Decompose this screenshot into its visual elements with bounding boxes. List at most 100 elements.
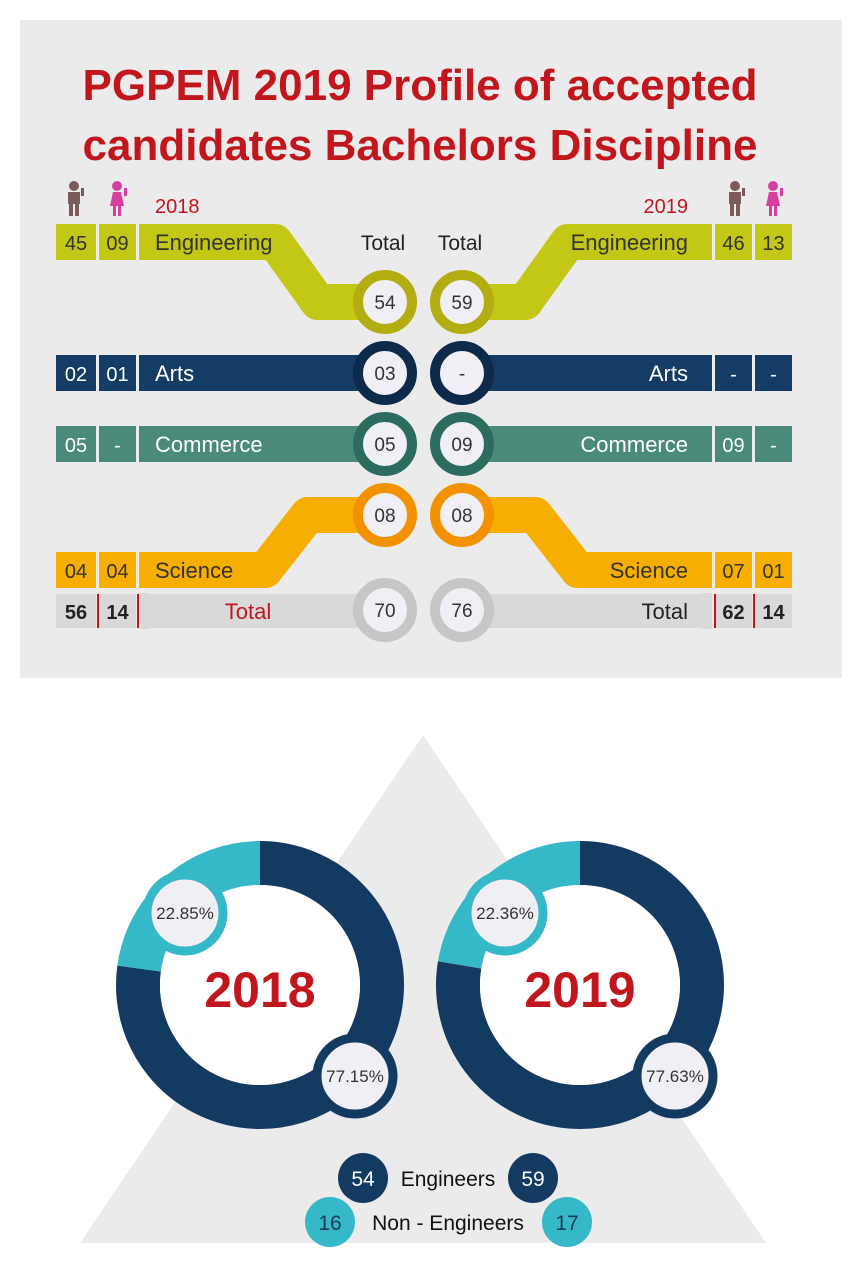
legend-value-2018: 16 xyxy=(318,1212,341,1235)
legend-value-2018: 54 xyxy=(351,1168,375,1191)
engineers-slice xyxy=(116,841,404,1129)
female-count-box xyxy=(755,355,792,391)
female-count-box xyxy=(99,224,136,260)
donut-hole xyxy=(480,885,680,1085)
title-line-2: candidates Bachelors Discipline xyxy=(83,121,758,170)
band-end xyxy=(139,355,149,391)
band-end xyxy=(702,355,712,391)
female-count: 04 xyxy=(106,561,128,583)
discipline-label: Engineering xyxy=(155,230,272,255)
total-value: 54 xyxy=(374,293,396,314)
legend-bubble-2019 xyxy=(542,1197,592,1247)
band-end xyxy=(702,426,712,462)
total-circle xyxy=(353,412,417,476)
male-count-box xyxy=(56,594,96,628)
total-header-2019: Total xyxy=(438,232,482,255)
engineers-percent: 77.63% xyxy=(646,1067,704,1086)
discipline-label: Arts xyxy=(155,361,194,386)
divider xyxy=(714,594,716,628)
female-count: 09 xyxy=(106,233,128,255)
total-circle xyxy=(430,483,494,547)
male-count-box xyxy=(56,224,96,260)
male-count: 05 xyxy=(65,435,87,457)
male-count-box xyxy=(715,355,752,391)
male-count: 02 xyxy=(65,364,87,386)
male-person-icon-body xyxy=(68,192,80,216)
engineers-bubble xyxy=(632,1033,718,1119)
total-value: 03 xyxy=(374,364,395,385)
male-count: 45 xyxy=(65,233,87,255)
total-value: 59 xyxy=(451,293,472,314)
legend-bubble-2018 xyxy=(338,1153,388,1203)
row-science-2019: 07 01 Science 08 xyxy=(430,483,792,588)
category-band xyxy=(139,497,385,588)
engineers-slice xyxy=(436,841,724,1129)
male-count: 07 xyxy=(722,561,744,583)
legend-value-2019: 17 xyxy=(555,1212,578,1235)
female-count-box xyxy=(755,426,792,462)
male-person-icon-arm xyxy=(742,188,745,196)
male-person-icon-head xyxy=(730,181,740,191)
male-count: 09 xyxy=(722,435,744,457)
donut-year-label: 2019 xyxy=(524,962,635,1018)
row-engineering-2018: 45 09 Engineering 54 xyxy=(56,224,417,334)
female-count: - xyxy=(114,435,121,457)
total-value: - xyxy=(459,364,465,385)
non-engineers-percent: 22.85% xyxy=(156,904,214,923)
female-person-icon-body xyxy=(110,192,124,216)
non-engineers-bubble xyxy=(462,870,548,956)
discipline-label: Commerce xyxy=(155,432,263,457)
background-triangle xyxy=(80,735,766,1243)
male-count-box xyxy=(56,552,96,588)
category-band xyxy=(139,224,385,320)
non-engineers-percent: 22.36% xyxy=(476,904,534,923)
category-band xyxy=(462,497,712,588)
total-circle xyxy=(353,341,417,405)
female-person-icon xyxy=(110,181,127,216)
band-end xyxy=(702,552,712,588)
donut-2018: 2018 22.85% 77.15% xyxy=(116,841,404,1129)
female-person-icon-head xyxy=(768,181,778,191)
band-end xyxy=(702,593,712,629)
male-count: 46 xyxy=(722,233,744,255)
row-engineering-2019: 46 13 Engineering 59 xyxy=(430,224,792,334)
female-person-icon-arm xyxy=(780,188,783,196)
total-value: 08 xyxy=(451,506,472,527)
discipline-label: Total xyxy=(225,599,271,624)
total-circle xyxy=(430,578,494,642)
donut-legend: 54 59 Engineers 16 17 Non - Engineers xyxy=(305,1153,592,1247)
male-person-icon xyxy=(729,181,745,216)
male-count-box xyxy=(56,426,96,462)
female-person-icon-body xyxy=(766,192,780,216)
donut-hole xyxy=(160,885,360,1085)
total-value: 05 xyxy=(374,435,395,456)
male-count: 56 xyxy=(65,602,87,624)
band-end xyxy=(702,224,712,260)
male-count-box xyxy=(56,355,96,391)
female-count: 01 xyxy=(762,561,784,583)
male-count-box xyxy=(715,594,752,628)
discipline-label: Commerce xyxy=(580,432,688,457)
donut-year-label: 2018 xyxy=(204,962,315,1018)
engineers-percent: 77.15% xyxy=(326,1067,384,1086)
band-end xyxy=(139,593,149,629)
female-count-box xyxy=(99,426,136,462)
discipline-label: Science xyxy=(610,558,688,583)
female-person-icon xyxy=(766,181,783,216)
row-science-2018: 04 04 Science 08 xyxy=(56,483,417,588)
total-circle xyxy=(430,270,494,334)
male-person-icon-arm xyxy=(81,188,84,196)
donut-2019: 2019 22.36% 77.63% xyxy=(436,841,724,1129)
female-count-box xyxy=(755,552,792,588)
female-count: 14 xyxy=(762,602,785,624)
year-label-2019: 2019 xyxy=(644,196,689,218)
band-end xyxy=(139,426,149,462)
male-count-box xyxy=(715,426,752,462)
row-commerce-2019: 09 - Commerce 09 xyxy=(430,412,792,476)
total-circle xyxy=(430,412,494,476)
legend-value-2019: 59 xyxy=(521,1168,544,1191)
legend-label: Non - Engineers xyxy=(372,1212,524,1235)
female-count-box xyxy=(755,224,792,260)
male-person-icon-body xyxy=(729,192,741,216)
discipline-label: Total xyxy=(642,599,688,624)
